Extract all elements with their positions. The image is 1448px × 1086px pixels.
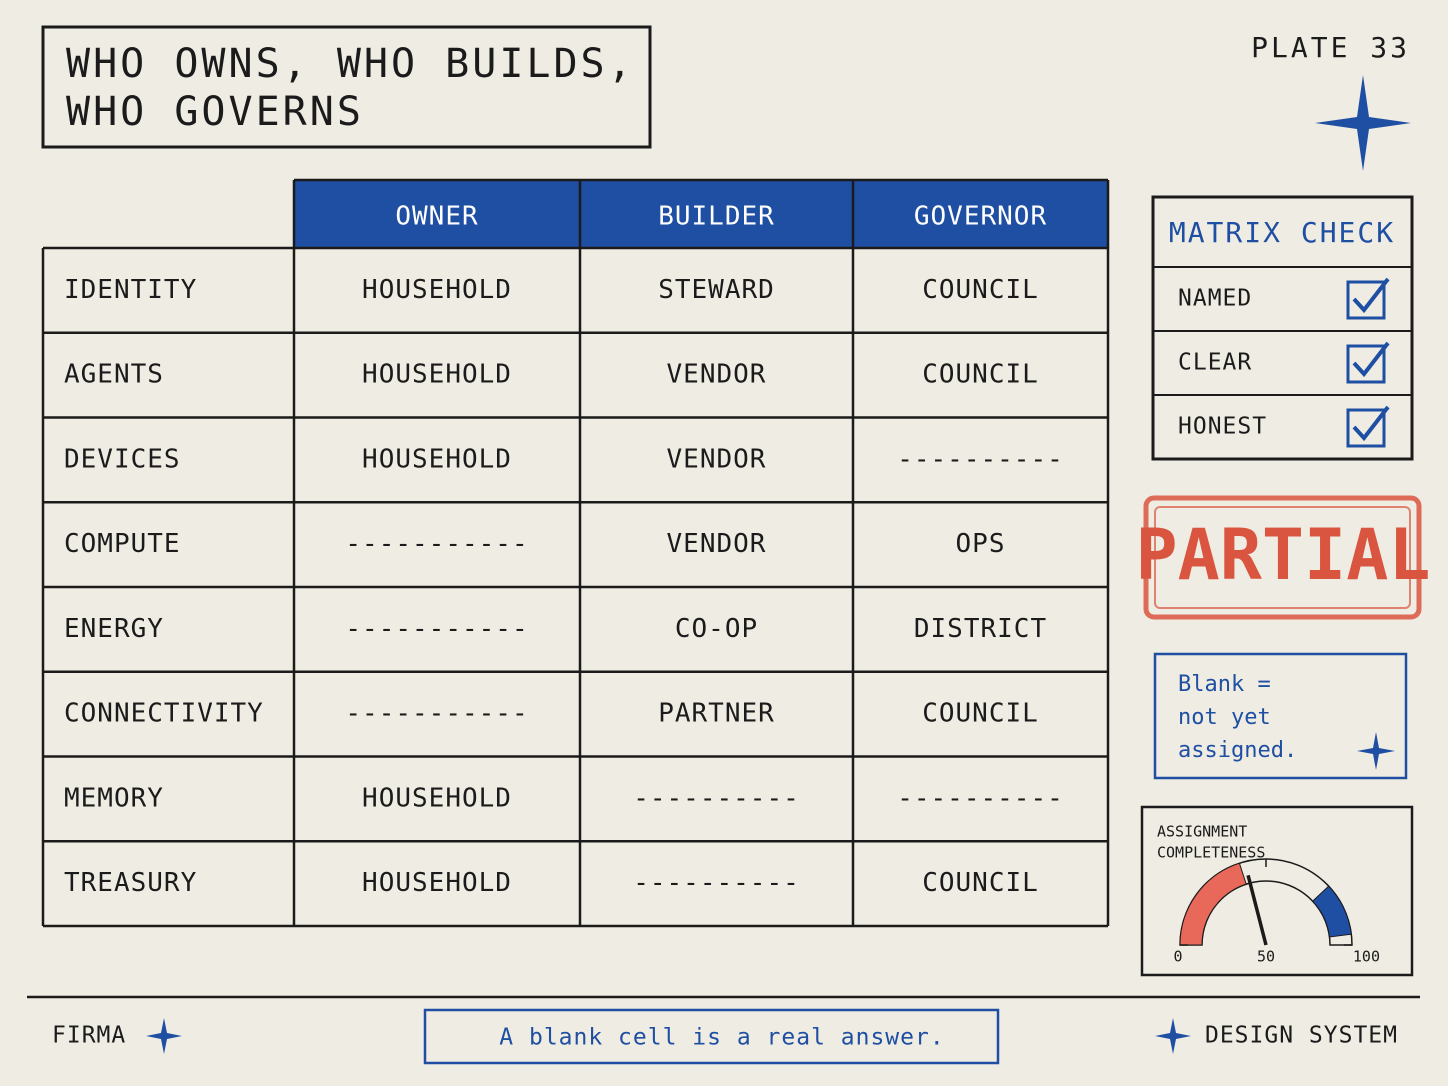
gauge: 0 50 100 — [1173, 858, 1380, 966]
table-cell: ---------- — [897, 444, 1064, 474]
plate-label: PLATE 33 — [1251, 31, 1410, 64]
gauge-band — [1311, 885, 1352, 938]
table-cell: VENDOR — [667, 444, 767, 474]
table-cell: HOUSEHOLD — [362, 868, 512, 898]
check-box — [1151, 195, 1414, 461]
gauge-tick-label: 50 — [1257, 948, 1275, 966]
checkmark — [1352, 405, 1390, 442]
star-icon — [1357, 732, 1395, 770]
check-label: HONEST — [1178, 414, 1267, 440]
footer-right: DESIGN SYSTEM — [1205, 1023, 1398, 1049]
checkbox — [1346, 280, 1386, 320]
gauge-box — [1140, 805, 1414, 977]
table-cell: COUNCIL — [922, 699, 1039, 729]
note: Blank = — [1178, 672, 1271, 697]
table-cell: ----------- — [345, 699, 528, 729]
check-list: NAMED CLEAR HONEST — [1153, 277, 1412, 448]
table-cell: STEWARD — [658, 275, 775, 305]
table-cell: HOUSEHOLD — [362, 360, 512, 390]
stamp: PARTIAL — [1135, 514, 1430, 596]
gauge-tick-label: 100 — [1353, 948, 1380, 966]
stamp-border — [1154, 506, 1411, 609]
note-box — [1153, 652, 1408, 780]
table-cell: COUNCIL — [922, 868, 1039, 898]
table-cell: HOUSEHOLD — [362, 275, 512, 305]
gauge-tick-label: 0 — [1173, 948, 1182, 966]
gauge-band — [1179, 862, 1247, 946]
column-header: GOVERNOR — [914, 202, 1047, 232]
table-cell: ---------- — [897, 783, 1064, 813]
table-cell: COUNCIL — [922, 360, 1039, 390]
gauge-title: COMPLETENESS — [1157, 844, 1265, 862]
row-label: AGENTS — [64, 360, 164, 390]
row-label: COMPUTE — [64, 529, 181, 559]
gauge-title: ASSIGNMENT — [1157, 823, 1247, 841]
checkmark — [1352, 277, 1390, 314]
star-icon — [1315, 75, 1411, 171]
stamp-border — [1143, 495, 1422, 620]
footer-center: A blank cell is a real answer. — [499, 1025, 944, 1051]
checkbox — [1346, 344, 1386, 384]
row-label: MEMORY — [64, 783, 164, 813]
table-cell: CO-OP — [675, 614, 758, 644]
row-label: TREASURY — [64, 868, 197, 898]
table-cell: VENDOR — [667, 529, 767, 559]
table-cell: ---------- — [633, 783, 800, 813]
column-header: OWNER — [395, 202, 478, 232]
check-title: MATRIX CHECK — [1169, 216, 1395, 249]
table-cell: VENDOR — [667, 360, 767, 390]
footer-left: FIRMA — [52, 1023, 126, 1049]
table-cell: DISTRICT — [914, 614, 1047, 644]
checkbox — [1346, 408, 1386, 448]
row-label: ENERGY — [64, 614, 164, 644]
star-icon — [1155, 1018, 1191, 1054]
table-cell: ----------- — [345, 529, 528, 559]
table-cell: PARTNER — [658, 699, 775, 729]
table-cell: OPS — [956, 529, 1006, 559]
note: not yet — [1178, 705, 1271, 730]
note: assigned. — [1178, 738, 1297, 763]
gauge-needle — [1246, 874, 1268, 946]
checkmark — [1352, 341, 1390, 378]
title-box — [41, 25, 652, 149]
check-label: NAMED — [1178, 286, 1252, 312]
column-header: BUILDER — [658, 202, 775, 232]
row-label: IDENTITY — [64, 275, 197, 305]
star-icon — [146, 1018, 182, 1054]
table-cell: HOUSEHOLD — [362, 783, 512, 813]
title: WHO OWNS, WHO BUILDS, — [66, 41, 635, 87]
table-cell: HOUSEHOLD — [362, 444, 512, 474]
table-cell: ----------- — [345, 614, 528, 644]
table: OWNER BUILDER GOVERNOR IDENTITY HOUSEHOLD STE… — [41, 178, 1110, 928]
title: WHO GOVERNS — [66, 89, 364, 135]
header-band — [294, 180, 1108, 248]
footer-banner — [423, 1008, 1000, 1065]
table-cell: COUNCIL — [922, 275, 1039, 305]
check-label: CLEAR — [1178, 350, 1252, 376]
row-label: DEVICES — [64, 444, 181, 474]
row-label: CONNECTIVITY — [64, 699, 264, 729]
table-cell: ---------- — [633, 868, 800, 898]
